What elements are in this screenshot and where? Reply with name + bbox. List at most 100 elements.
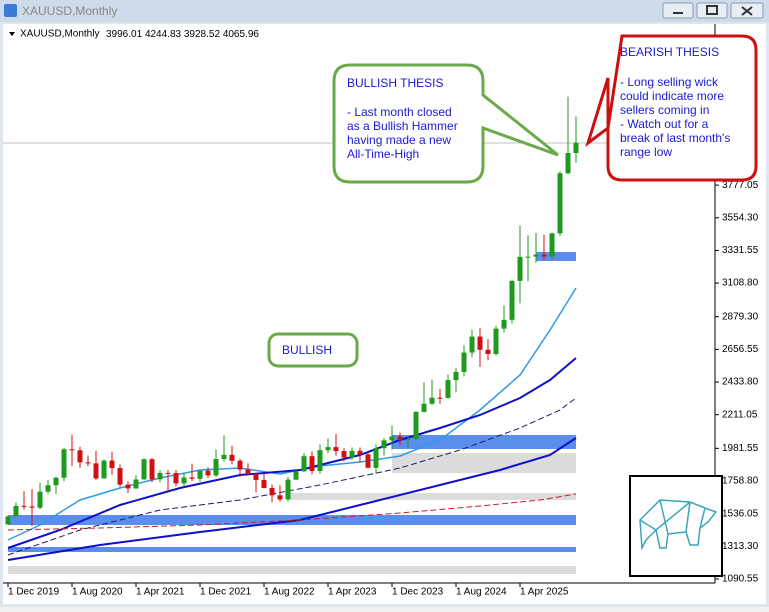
y-tick-label: 2433.80	[722, 377, 759, 388]
candle-body	[165, 472, 171, 474]
candle-body	[509, 280, 515, 320]
candle-body	[333, 447, 339, 452]
bearish-callout	[585, 34, 758, 182]
bullish-callout	[332, 63, 559, 184]
callout-line: as a Bullish Hammer	[347, 119, 458, 133]
bear-logo	[639, 499, 718, 551]
ma-red-dashed	[7, 493, 577, 531]
callout-line: range low	[620, 145, 672, 159]
x-tick-label: 1 Aug 2020	[72, 587, 123, 598]
x-tick-label: 1 Aug 2022	[264, 587, 315, 598]
y-tick-label: 3331.55	[722, 245, 759, 256]
candle-body	[205, 470, 211, 476]
x-tick-label: 1 Aug 2024	[456, 587, 507, 598]
ohlc-open: 3996.01	[106, 29, 143, 40]
candle-body	[69, 449, 75, 451]
zone-blue	[8, 547, 576, 552]
candle-body	[181, 477, 187, 484]
candle-body	[421, 403, 427, 412]
ohlc-high: 4244.83	[145, 29, 182, 40]
x-tick-label: 1 Dec 2019	[8, 587, 60, 598]
candle-body	[253, 473, 259, 480]
candle-body	[133, 479, 139, 489]
close-icon	[741, 6, 753, 16]
bias-box	[267, 332, 359, 368]
candle-body	[29, 506, 35, 508]
axes: 1090.55 1313.30 1536.05 1758.80 1981.55 2211.…	[7, 180, 759, 598]
candle-body	[93, 463, 99, 479]
candle-body	[301, 456, 307, 472]
logo-box	[629, 475, 723, 577]
y-tick-label: 2211.05	[722, 409, 758, 420]
candle-body	[357, 450, 363, 455]
y-tick-label: 1090.55	[722, 574, 759, 585]
candle-body	[141, 459, 147, 480]
candle-body	[45, 485, 51, 492]
window-title: XAUUSD,Monthly	[22, 4, 117, 18]
candle-body	[461, 352, 467, 372]
bias-label: BULLISH	[282, 343, 332, 357]
candle-body	[445, 380, 451, 398]
candle-body	[389, 436, 395, 441]
menu-arrow[interactable]	[9, 32, 15, 36]
candle-body	[125, 484, 131, 489]
x-tick-label: 1 Apr 2021	[136, 587, 185, 598]
candle-body	[109, 460, 115, 469]
candle-body	[381, 440, 387, 449]
candle-body	[565, 153, 571, 174]
candle-body	[541, 254, 547, 257]
callout-line: break of last month's	[620, 131, 730, 145]
x-tick-label: 1 Apr 2023	[328, 587, 377, 598]
candle-body	[261, 479, 267, 489]
zone-blue	[392, 435, 576, 449]
candle-body	[405, 439, 411, 441]
ma-long	[7, 437, 577, 561]
app-icon	[4, 4, 17, 17]
candle-body	[429, 397, 435, 404]
zone-blue	[536, 252, 576, 261]
title-bar	[0, 0, 769, 22]
candle-body	[525, 256, 531, 258]
restore-button[interactable]	[696, 2, 728, 19]
candles	[5, 96, 579, 527]
candle-body	[365, 454, 371, 468]
candle-body	[477, 336, 483, 350]
candle-body	[317, 450, 323, 471]
zone-grey	[392, 453, 576, 473]
ohlc-readout: 3996.01 4244.83 3928.52 4065.96	[106, 29, 259, 40]
y-tick-label: 2656.55	[722, 344, 759, 355]
callout-line: - Long selling wick	[620, 75, 719, 89]
candle-body	[173, 473, 179, 484]
minimize-button[interactable]	[662, 2, 694, 19]
candle-body	[5, 516, 11, 525]
candle-body	[213, 458, 219, 476]
candle-body	[245, 469, 251, 474]
y-tick-label: 1313.30	[722, 541, 759, 552]
candle-body	[197, 470, 203, 479]
candle-body	[397, 436, 403, 440]
callout-line: could indicate more	[620, 89, 724, 103]
restore-icon	[706, 5, 718, 15]
y-tick-label: 2879.30	[722, 311, 759, 322]
candle-body	[101, 460, 107, 479]
candle-body	[61, 449, 67, 478]
candle-body	[325, 447, 331, 451]
bullish-title: BULLISH THESIS	[347, 76, 443, 90]
candle-body	[117, 468, 123, 485]
callout-line: - Last month closed	[347, 105, 452, 119]
ma-slow-dashed	[7, 397, 577, 556]
candle-body	[413, 411, 419, 440]
candle-body	[485, 349, 491, 355]
candle-body	[573, 142, 579, 154]
candle-body	[277, 495, 283, 500]
candle-body	[469, 336, 475, 353]
candle-body	[557, 173, 563, 234]
candle-body	[157, 472, 163, 480]
ohlc-low: 3928.52	[184, 29, 221, 40]
zone-grey	[290, 493, 576, 500]
candle-body	[373, 448, 379, 468]
candle-body	[21, 505, 27, 507]
candle-body	[493, 328, 499, 355]
